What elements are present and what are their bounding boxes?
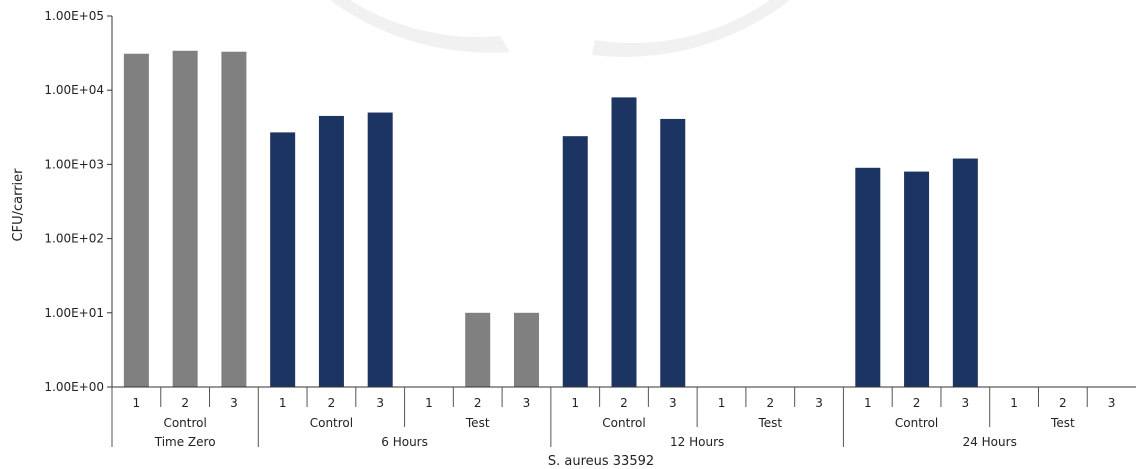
- group-label: Control: [602, 416, 645, 430]
- y-tick-label: 1.00E+00: [44, 380, 104, 394]
- group-label: Test: [465, 416, 490, 430]
- bar-category-label: 1: [279, 396, 287, 410]
- group-label: Control: [310, 416, 353, 430]
- bar-category-label: 1: [1010, 396, 1018, 410]
- bars: [123, 50, 978, 388]
- bar-12-hours-control-3: [660, 118, 686, 388]
- y-tick-label: 1.00E+02: [44, 232, 104, 246]
- time-point-label: 24 Hours: [963, 435, 1017, 449]
- bar-time-zero-control-1: [123, 53, 149, 387]
- bar-category-label: 2: [766, 396, 774, 410]
- time-point-label: Time Zero: [154, 435, 216, 449]
- bar-category-label: 3: [376, 396, 384, 410]
- bar-category-label: 1: [864, 396, 872, 410]
- y-tick-label: 1.00E+05: [44, 9, 104, 23]
- y-tick-label: 1.00E+03: [44, 157, 104, 171]
- y-axis: 1.00E+00 1.00E+01 1.00E+02 1.00E+03 1.00E+04…: [44, 9, 113, 394]
- y-tick-label: 1.00E+04: [44, 83, 104, 97]
- watermark: [330, 0, 790, 57]
- bar-category-label: 3: [815, 396, 823, 410]
- bar-category-label: 2: [181, 396, 189, 410]
- y-tick-label: 1.00E+01: [44, 306, 104, 320]
- bar-category-label: 3: [669, 396, 677, 410]
- bar-6-hours-test-3: [513, 312, 539, 387]
- bar-12-hours-control-1: [562, 136, 588, 387]
- bar-category-label: 1: [718, 396, 726, 410]
- bar-6-hours-control-3: [367, 112, 393, 387]
- group-label: Control: [895, 416, 938, 430]
- bar-category-label: 2: [474, 396, 482, 410]
- y-axis-title: CFU/carrier: [11, 168, 26, 242]
- bar-6-hours-test-2: [465, 312, 491, 387]
- bar-time-zero-control-2: [172, 50, 198, 388]
- bar-category-label: 2: [913, 396, 921, 410]
- bar-category-label: 3: [962, 396, 970, 410]
- time-point-label: 6 Hours: [381, 435, 428, 449]
- bar-24-hours-control-1: [855, 167, 881, 387]
- bar-category-label: 2: [620, 396, 628, 410]
- bar-category-label: 1: [133, 396, 141, 410]
- bar-category-label: 1: [425, 396, 433, 410]
- group-label: Test: [1050, 416, 1075, 430]
- bar-category-label: 1: [571, 396, 579, 410]
- bar-24-hours-control-2: [904, 171, 930, 387]
- bar-time-zero-control-3: [221, 51, 247, 388]
- group-label: Control: [163, 416, 206, 430]
- bar-6-hours-control-1: [270, 132, 296, 387]
- bar-category-label: 2: [1059, 396, 1067, 410]
- bar-24-hours-control-3: [952, 158, 978, 387]
- bar-category-label: 2: [328, 396, 336, 410]
- bar-6-hours-control-2: [318, 115, 344, 387]
- x-axis-title: S. aureus 33592: [548, 454, 654, 469]
- group-label: Test: [757, 416, 782, 430]
- x-axis: 1 2 3 Control Time Zero 1 2 3 Control 1 2 3 Test 6 Ho…: [111, 386, 1136, 449]
- bar-category-label: 3: [230, 396, 238, 410]
- bar-category-label: 3: [523, 396, 531, 410]
- bar-category-label: 3: [1108, 396, 1116, 410]
- time-point-label: 12 Hours: [670, 435, 724, 449]
- bar-12-hours-control-2: [611, 97, 637, 388]
